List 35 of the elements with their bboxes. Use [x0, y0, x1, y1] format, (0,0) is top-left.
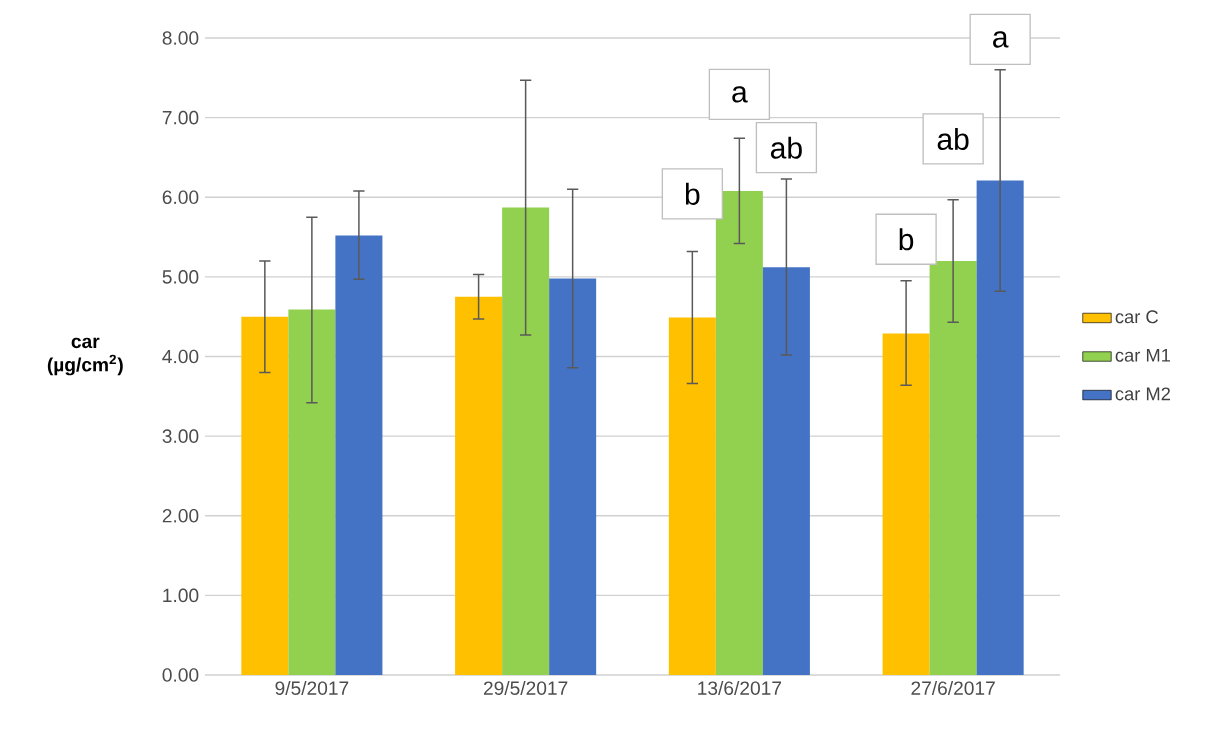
legend-label: car M1	[1115, 348, 1171, 362]
x-tick-label: 13/6/2017	[698, 680, 782, 695]
annotation: b	[685, 182, 700, 205]
y-tick-label: 3.00	[162, 429, 199, 443]
y-tick-label: 7.00	[162, 110, 199, 125]
bar	[502, 207, 550, 675]
bar	[455, 296, 503, 675]
bar	[549, 278, 597, 675]
annotation: b	[899, 228, 914, 251]
legend-label: car C	[1115, 310, 1158, 324]
x-tick-label: 29/5/2017	[483, 680, 568, 695]
bar	[241, 316, 289, 675]
annotation: ab	[770, 136, 802, 159]
bar	[882, 333, 930, 675]
y-tick-label: 2.00	[162, 508, 199, 523]
annotation: a	[732, 86, 748, 103]
bar	[335, 235, 383, 675]
legend-label: car M2	[1115, 387, 1170, 401]
bar	[288, 309, 336, 675]
bar	[715, 190, 763, 675]
y-tick-label: 4.00	[162, 349, 199, 364]
y-tick-label: 0.00	[162, 668, 199, 682]
x-tick-label: 9/5/2017	[275, 680, 349, 695]
bar	[976, 180, 1024, 675]
bar	[668, 317, 716, 675]
bar	[762, 267, 810, 675]
annotation: a	[993, 31, 1009, 48]
y-tick-label: 6.00	[162, 190, 199, 205]
y-axis-title: car (µg/cm$^{2}$)	[47, 337, 123, 376]
y-tick-label: 1.00	[163, 588, 199, 603]
x-tick-label: 27/6/2017	[911, 680, 995, 695]
annotation: ab	[937, 127, 969, 150]
y-tick-label: 8.00	[162, 31, 199, 45]
bar	[929, 260, 977, 675]
y-tick-label: 5.00	[162, 270, 199, 284]
